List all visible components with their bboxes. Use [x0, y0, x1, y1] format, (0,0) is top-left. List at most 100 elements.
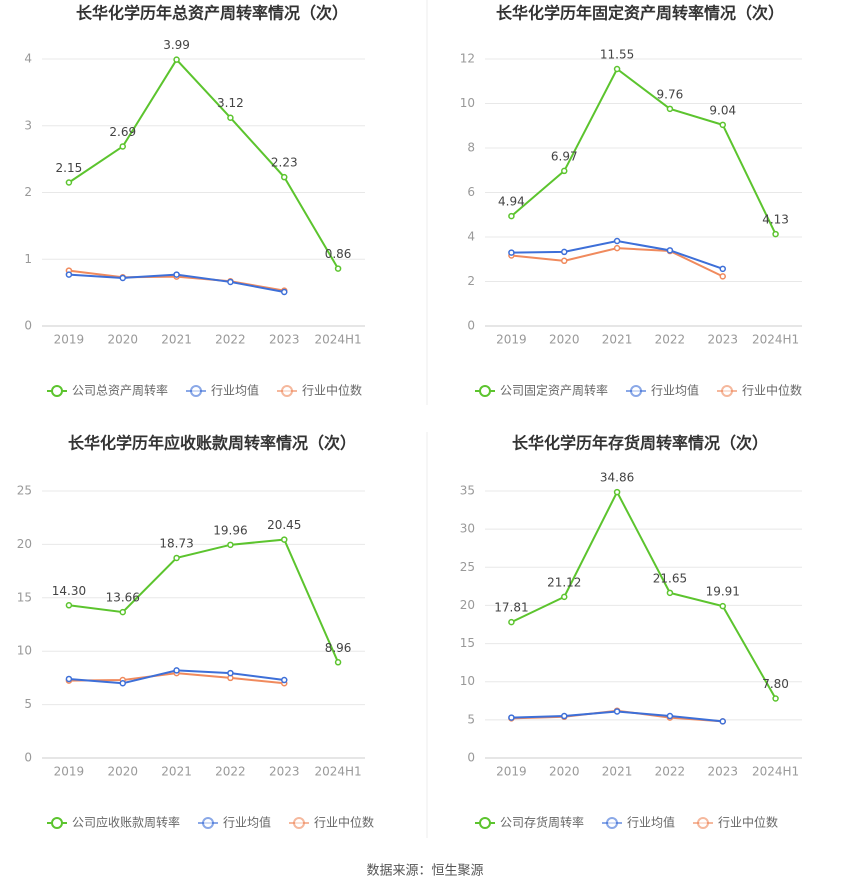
point: [666, 712, 674, 720]
legend-marker: [721, 385, 733, 397]
legend-label: 行业均值: [211, 383, 259, 398]
point: [173, 667, 180, 674]
data-label: 19.96: [213, 523, 247, 537]
point: [119, 274, 126, 282]
point: [772, 695, 779, 702]
data-label: 34.86: [600, 471, 634, 485]
point: [561, 248, 568, 256]
point: [772, 230, 779, 238]
data-label: 9.04: [709, 103, 736, 117]
x-tick-label: 2023: [269, 765, 300, 779]
y-tick-label: 2: [24, 185, 32, 199]
point: [119, 679, 126, 687]
x-tick-label: 2020: [107, 765, 138, 779]
point: [508, 714, 515, 721]
point: [561, 712, 568, 720]
chart-title: 长华化学历年存货周转率情况（次）: [512, 434, 768, 453]
data-label: 4.13: [762, 213, 789, 227]
point: [227, 278, 234, 286]
x-tick-label: 2022: [215, 765, 246, 779]
point: [666, 247, 674, 254]
point: [227, 114, 234, 121]
source: 数据来源：恒生聚源: [366, 864, 483, 879]
point: [666, 105, 674, 113]
point: [65, 271, 73, 278]
x-tick-label: 2021: [161, 333, 192, 347]
data-label: 2.15: [56, 161, 83, 175]
x-tick-label: 2019: [54, 333, 85, 347]
y-tick-label: 25: [17, 484, 32, 498]
point: [119, 608, 126, 616]
point: [508, 212, 515, 220]
legend-marker: [190, 385, 202, 397]
legend-marker: [606, 817, 618, 829]
x-tick-label: 2021: [602, 333, 633, 347]
y-tick-label: 1: [24, 252, 32, 266]
legend-label: 公司应收账款周转率: [72, 815, 180, 830]
point: [281, 288, 288, 296]
legend-label: 行业中位数: [302, 383, 362, 398]
y-tick-label: 15: [17, 590, 32, 604]
series-line: [510, 67, 777, 235]
legend-marker: [202, 817, 214, 829]
chart-title: 长华化学历年应收账款周转率情况（次）: [68, 434, 356, 453]
legend-label: 行业中位数: [742, 383, 802, 398]
series-line: [510, 489, 777, 699]
y-tick-label: 15: [460, 636, 475, 650]
point: [334, 659, 342, 666]
data-label: 4.94: [498, 195, 525, 209]
point: [227, 541, 234, 549]
legend-marker: [479, 385, 491, 397]
x-tick-label: 2022: [655, 333, 686, 347]
data-label: 13.66: [106, 591, 140, 605]
x-tick-label: 2022: [215, 333, 246, 347]
x-tick-label: 2023: [269, 333, 300, 347]
y-tick-label: 0: [24, 319, 32, 333]
legend-label: 公司总资产周转率: [72, 383, 168, 398]
point: [119, 143, 126, 150]
point: [173, 56, 180, 63]
point: [719, 602, 726, 610]
data-label: 11.55: [600, 48, 634, 62]
chart-title: 长华化学历年总资产周转率情况（次）: [76, 4, 348, 23]
x-tick-label: 2024H1: [752, 765, 799, 779]
data-label: 8.96: [325, 641, 352, 655]
point: [173, 271, 180, 278]
y-tick-label: 2: [467, 274, 475, 288]
y-tick-label: 20: [460, 598, 475, 612]
point: [65, 602, 73, 609]
series-line: [68, 538, 339, 663]
data-label: 0.86: [325, 247, 352, 261]
y-tick-label: 0: [467, 751, 475, 765]
y-tick-label: 5: [24, 697, 32, 711]
data-label: 6.97: [551, 149, 578, 163]
data-label: 7.80: [762, 677, 789, 691]
data-label: 2.69: [109, 125, 136, 139]
x-tick-label: 2024H1: [314, 333, 361, 347]
x-tick-label: 2021: [602, 765, 633, 779]
legend-marker: [51, 817, 63, 829]
y-tick-label: 4: [467, 230, 475, 244]
y-tick-label: 0: [24, 751, 32, 765]
legend-marker: [51, 385, 63, 397]
x-tick-label: 2023: [707, 333, 738, 347]
point: [334, 265, 342, 272]
point: [719, 273, 726, 280]
data-label: 19.91: [706, 585, 740, 599]
x-tick-label: 2024H1: [314, 765, 361, 779]
x-tick-label: 2020: [107, 333, 138, 347]
y-tick-label: 12: [460, 52, 475, 66]
point: [613, 237, 621, 245]
legend-label: 行业均值: [651, 383, 699, 398]
y-tick-label: 5: [467, 712, 475, 726]
legend-label: 行业均值: [627, 815, 675, 830]
data-label: 2.23: [271, 156, 298, 170]
point: [719, 718, 726, 725]
x-tick-label: 2019: [496, 765, 527, 779]
legend-marker: [479, 817, 491, 829]
point: [281, 536, 288, 543]
data-label: 3.12: [217, 96, 244, 110]
x-tick-label: 2019: [54, 765, 85, 779]
data-label: 18.73: [159, 536, 193, 550]
